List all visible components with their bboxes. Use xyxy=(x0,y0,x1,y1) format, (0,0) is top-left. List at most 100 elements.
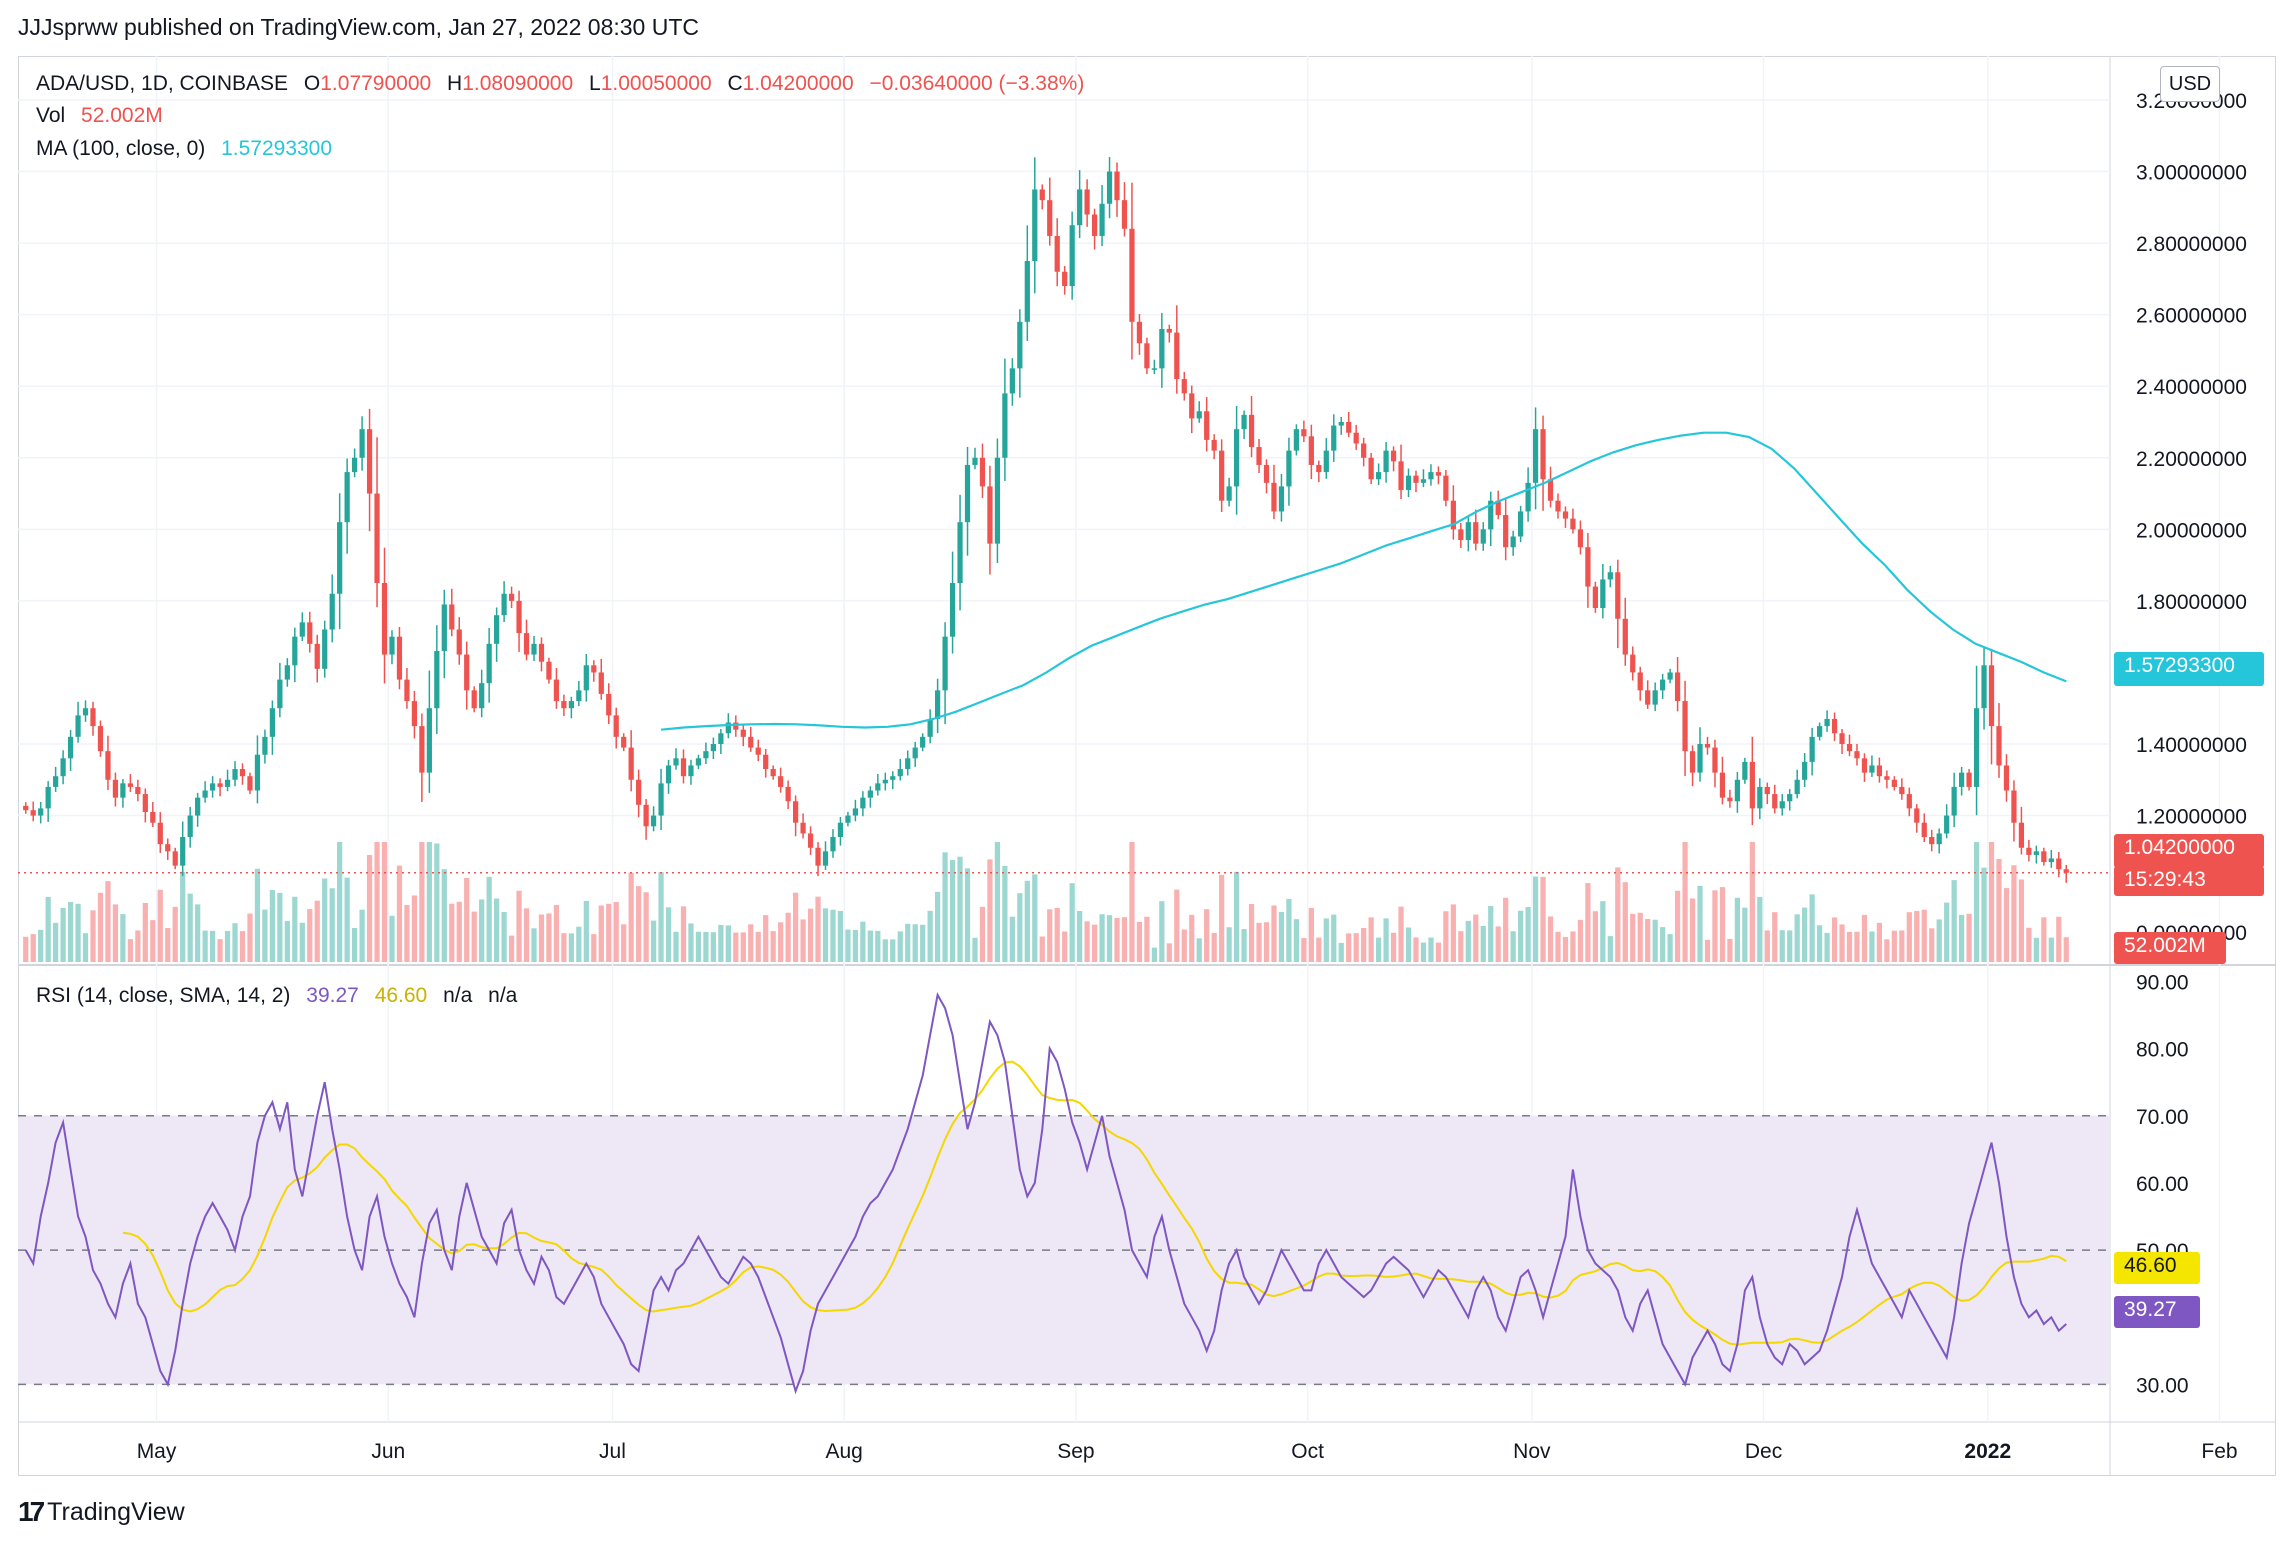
volume-bar xyxy=(1816,925,1823,962)
legend-symbol: ADA/USD, 1D, COINBASE xyxy=(36,72,289,95)
price-axis-label: 1.80000000 xyxy=(2136,591,2247,614)
candle-body xyxy=(733,722,739,730)
volume-bar xyxy=(613,901,619,962)
volume-bar xyxy=(994,842,1001,962)
volume-bar xyxy=(1017,893,1023,962)
volume-bar xyxy=(1899,930,1905,962)
volume-bar xyxy=(1630,913,1636,962)
volume-bar xyxy=(486,876,492,962)
candle-body xyxy=(1241,414,1247,430)
candle-body xyxy=(30,810,36,816)
rsi-axis-label: 80.00 xyxy=(2136,1039,2189,1062)
candle-body xyxy=(1353,432,1359,444)
legend-rsi: RSI (14, close, SMA, 14, 2) 39.27 46.60 … xyxy=(36,984,527,1008)
rsi-sma-tag: 46.60 xyxy=(2114,1252,2200,1284)
candle-body xyxy=(785,786,791,802)
volume-bar xyxy=(920,924,926,962)
candle-body xyxy=(1159,328,1165,369)
volume-bar xyxy=(1069,883,1075,962)
candle-body xyxy=(2026,847,2032,855)
price-axis-label: 2.20000000 xyxy=(2136,448,2247,471)
rsi-sma-line xyxy=(122,1060,2067,1346)
volume-bar xyxy=(1861,914,1868,962)
volume-bar xyxy=(1532,876,1539,962)
candle-body xyxy=(994,457,1001,544)
legend-c-label: C xyxy=(727,72,743,95)
volume-bar xyxy=(1226,927,1232,962)
volume-bar xyxy=(1211,933,1217,962)
publish-caption: JJJsprww published on TradingView.com, J… xyxy=(18,14,700,40)
candle-body xyxy=(1622,618,1628,655)
candle-body xyxy=(1331,425,1337,451)
candle-body xyxy=(1361,443,1367,458)
volume-bar xyxy=(1383,918,1389,962)
candle-body xyxy=(150,811,156,823)
volume-bar xyxy=(284,920,290,962)
volume-bar xyxy=(307,909,313,962)
candle-body xyxy=(1293,429,1300,451)
candle-body xyxy=(202,790,208,798)
candle-body xyxy=(822,851,829,866)
candle-body xyxy=(254,754,261,791)
volume-bar xyxy=(1368,917,1374,962)
legend-volume: Vol 52.002M xyxy=(36,104,173,128)
volume-bar xyxy=(658,872,664,962)
volume-bar xyxy=(778,922,784,962)
volume-bar xyxy=(1951,880,1957,962)
candle-body xyxy=(217,783,223,787)
volume-bar xyxy=(195,904,201,962)
volume-bar xyxy=(30,934,36,962)
candle-body xyxy=(501,593,507,616)
time-axis-label: Dec xyxy=(1745,1440,1782,1463)
volume-bar xyxy=(636,886,642,962)
volume-bar xyxy=(1674,890,1681,962)
footer-brand[interactable]: 17 TradingView xyxy=(18,1496,185,1528)
volume-bar xyxy=(1637,912,1643,962)
volume-bar xyxy=(1151,947,1157,962)
volume-bar xyxy=(538,914,545,962)
candle-body xyxy=(688,765,694,777)
candle-body xyxy=(97,726,104,752)
candle-body xyxy=(1383,450,1389,473)
candle-body xyxy=(770,769,776,777)
candle-body xyxy=(75,715,81,737)
volume-bar xyxy=(1884,939,1890,962)
candle-body xyxy=(568,701,574,709)
rsi-line xyxy=(24,991,2067,1395)
volume-bar xyxy=(665,907,672,962)
volume-bar xyxy=(1996,858,2002,962)
volume-bar xyxy=(404,904,410,962)
candle-body xyxy=(1824,718,1830,727)
candle-body xyxy=(2033,851,2039,855)
candle-body xyxy=(1465,522,1471,541)
legend-ma: MA (100, close, 0) 1.57293300 xyxy=(36,137,342,161)
volume-bar xyxy=(1988,842,1995,962)
volume-bar xyxy=(1458,931,1464,962)
candle-body xyxy=(1921,822,1927,838)
volume-bar xyxy=(224,930,231,962)
legend-low: 1.00050000 xyxy=(600,72,712,95)
price-axis-label: 3.00000000 xyxy=(2136,162,2247,185)
grid-lines xyxy=(18,56,2276,1476)
volume-bar xyxy=(67,901,74,962)
legend-rsi-na1: n/a xyxy=(443,984,473,1007)
volume-bar xyxy=(374,842,380,962)
candle-body xyxy=(1301,429,1307,437)
volume-bar xyxy=(1166,943,1172,962)
volume-bar xyxy=(845,929,851,962)
volume-bar xyxy=(1787,930,1793,962)
volume-bar xyxy=(359,909,365,962)
candle-body xyxy=(1585,547,1591,587)
volume-bar xyxy=(568,933,574,962)
currency-button[interactable]: USD xyxy=(2160,66,2220,102)
volume-bar xyxy=(1704,939,1711,962)
candle-body xyxy=(1570,518,1576,530)
volume-bar xyxy=(411,895,418,962)
candle-body xyxy=(1936,833,1942,845)
candle-body xyxy=(1996,726,2002,766)
volume-bar xyxy=(979,906,986,962)
volume-bar xyxy=(1944,902,1950,962)
candle-body xyxy=(456,629,462,655)
time-axis-label: 2022 xyxy=(1964,1440,2011,1463)
